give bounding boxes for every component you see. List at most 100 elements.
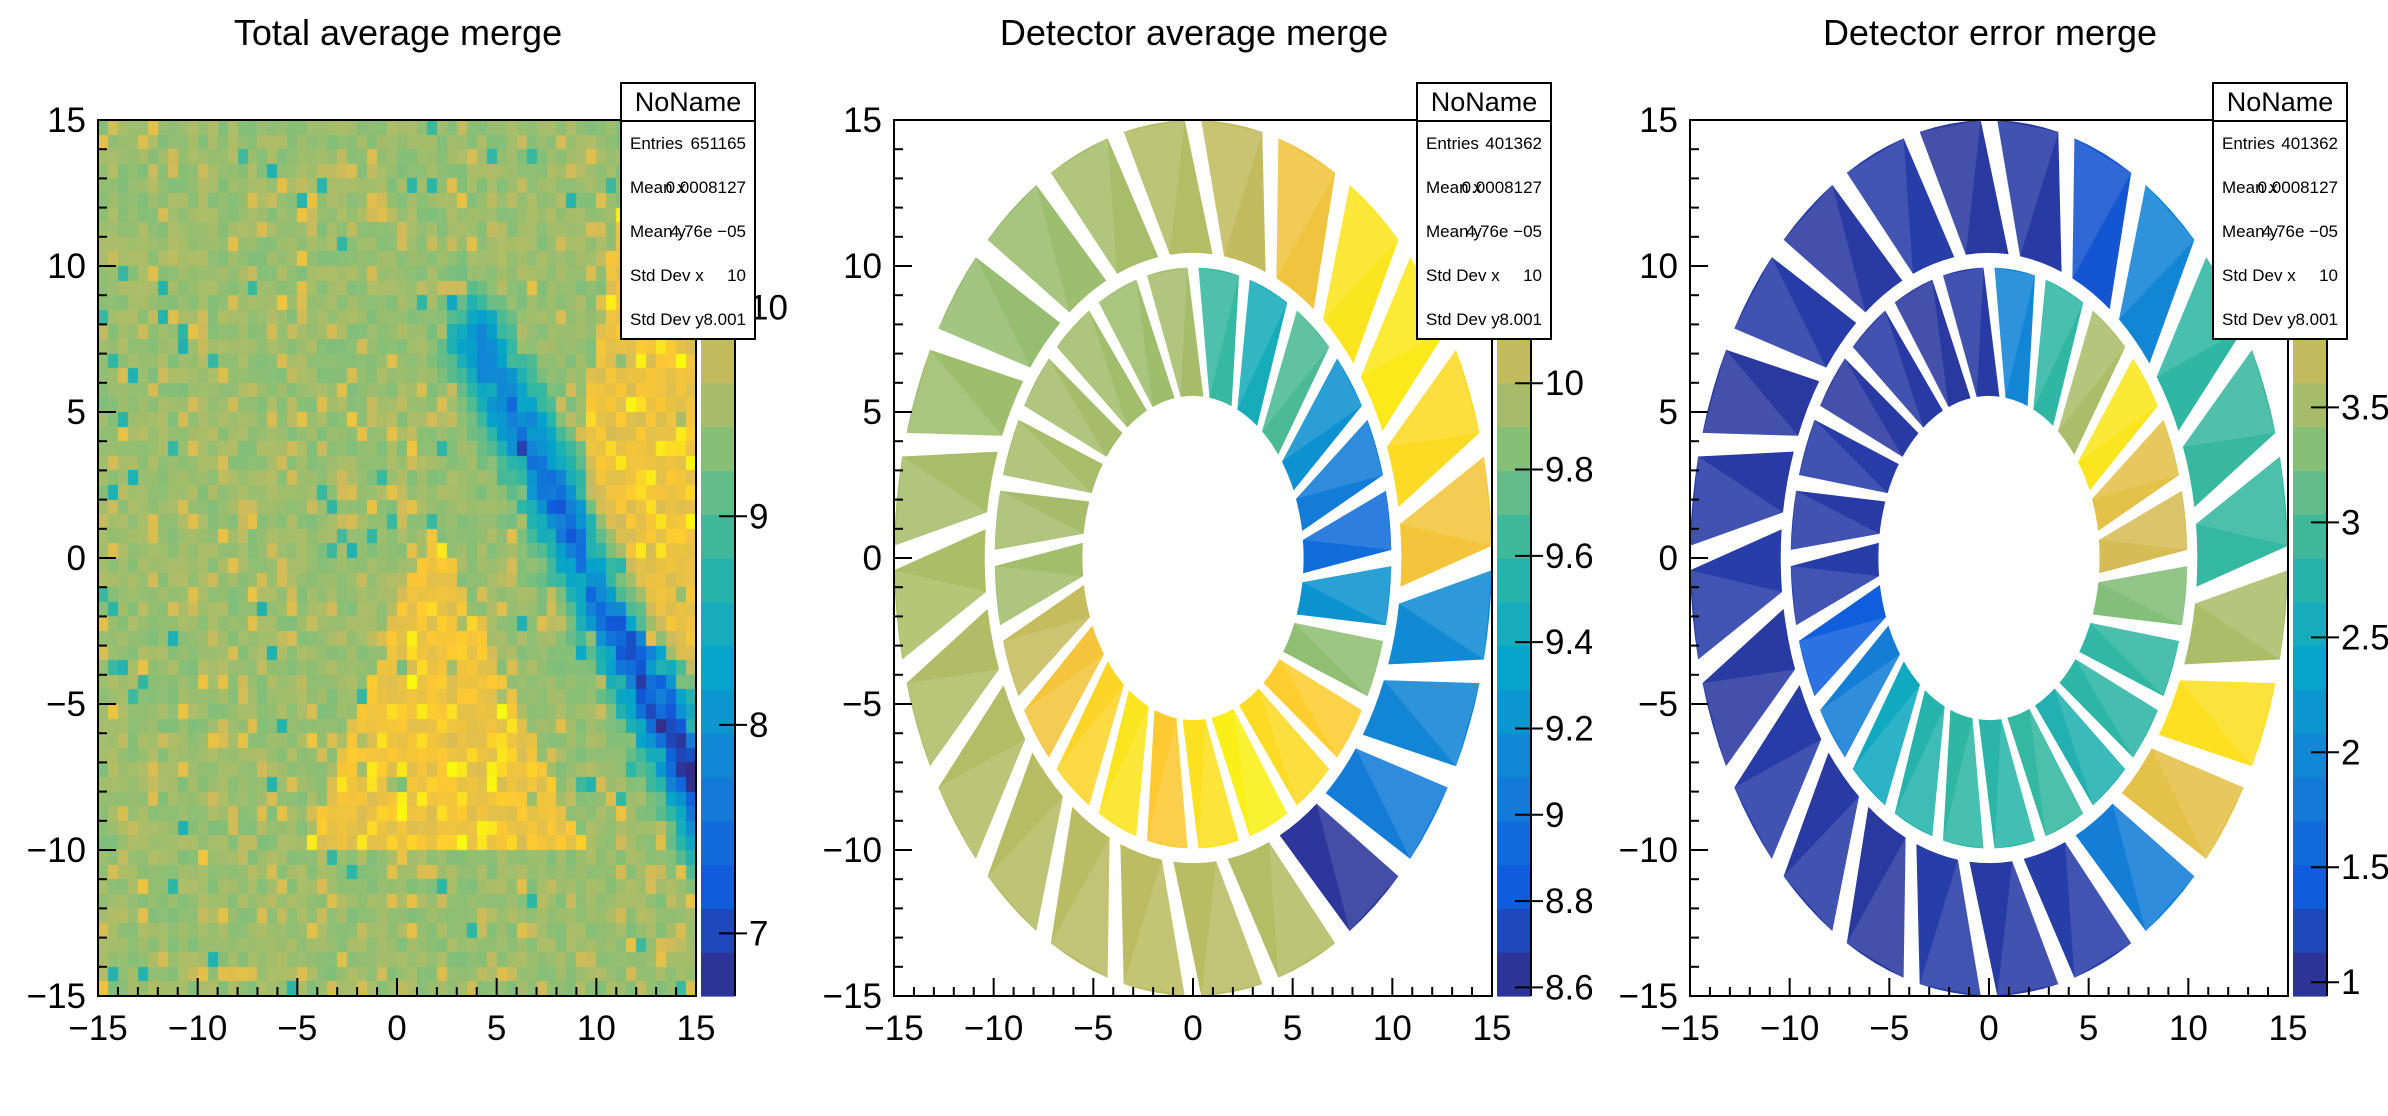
colorbar-tick-label: 8 [749, 706, 768, 745]
wedge-facet-highlight [1056, 684, 1124, 806]
colorbar-segment [1497, 733, 1531, 778]
colorbar-segment [1497, 470, 1531, 515]
colorbar-segment [701, 514, 735, 559]
detector-wedge [1798, 419, 1899, 494]
detector-wedge [1894, 279, 1971, 408]
wedge-facet-highlight [1024, 654, 1104, 758]
colorbar-segment [2293, 601, 2327, 647]
wedge-facet-highlight [1269, 842, 1336, 978]
detector-wedge [2098, 490, 2188, 574]
y-tick-label: 10 [843, 247, 882, 286]
stats-row: Mean y 4.76e −05 [2214, 210, 2346, 254]
stats-value: 4.76e −05 [1465, 222, 1542, 241]
detector-wedge [994, 542, 1084, 626]
x-tick-label: −10 [964, 1009, 1023, 1048]
detector-wedge [1852, 661, 1920, 806]
detector-wedge-plot: 1 1.5 2 2.5 3 3.5 −15 −10 −5 0 5 10 15 −15 −10 −5 0 5 10 15 [1619, 101, 2388, 1048]
colorbar-tick-label: 9.2 [1545, 709, 1592, 748]
stats-label: Std Dev x [2222, 266, 2296, 285]
stats-box[interactable]: NoName Entries 651165 Mean x 0.0008127 Mean … [620, 82, 756, 340]
wedge-facet-highlight [1702, 349, 1799, 436]
detector-wedge [2033, 279, 2084, 426]
stats-box[interactable]: NoName Entries 401362 Mean x 0.0008127 Mean … [2212, 82, 2348, 340]
wedge-facet-highlight [1994, 719, 2035, 849]
x-tick-label: −15 [68, 1009, 127, 1048]
wedge-facet-highlight [1316, 803, 1399, 932]
stats-row: Std Dev x 10 [1418, 254, 1550, 298]
wedge-facet-highlight [1734, 739, 1822, 859]
wedge-facet-highlight [1050, 138, 1117, 274]
x-tick-label: 10 [1373, 1009, 1412, 1048]
detector-wedge [2058, 310, 2126, 455]
detector-wedge [1690, 451, 1794, 546]
colorbar-segment [1497, 426, 1531, 471]
stats-label: Std Dev x [630, 266, 704, 285]
stats-box[interactable]: NoName Entries 401362 Mean x 0.0008127 Mean … [1416, 82, 1552, 340]
colorbar-segment [1497, 864, 1531, 909]
detector-wedge [1852, 310, 1943, 428]
colorbar-tick-label: 1.5 [2341, 848, 2388, 887]
colorbar-segment [2293, 689, 2327, 734]
y-tick-label: 5 [863, 393, 882, 432]
detector-wedge [906, 608, 1000, 767]
detector-wedge [1276, 138, 1336, 310]
wedge-facet-highlight [1820, 654, 1900, 758]
colorbar-tick-label: 3 [2341, 503, 2360, 542]
x-tick-label: 0 [1183, 1009, 1202, 1048]
colorbar-segment [701, 645, 735, 690]
x-tick-label: 15 [2269, 1009, 2308, 1048]
wedge-facet-highlight [1296, 419, 1384, 499]
wedge-facet-highlight [2075, 659, 2158, 758]
wedge-facet-highlight [1147, 267, 1188, 397]
wedge-facet-highlight [1790, 490, 1880, 550]
colorbar-tick-label: 1 [2341, 963, 2360, 1002]
wedge-facet-highlight [1123, 859, 1185, 996]
stats-label: Entries [1426, 134, 1479, 153]
detector-wedge [906, 349, 1024, 436]
wedge-facet-highlight [894, 456, 987, 546]
wedge-facet-highlight [1919, 120, 1981, 255]
stats-value: 10 [2319, 266, 2338, 285]
wedge-facet-highlight [1690, 456, 1783, 546]
detector-wedge [1798, 585, 1886, 697]
detector-wedge [1783, 184, 1903, 313]
colorbar-segment [2293, 382, 2327, 428]
x-tick-label: −15 [1660, 1009, 1719, 1048]
stats-row: Mean x 0.0008127 [2214, 166, 2346, 210]
stats-value: 0.0008127 [665, 178, 746, 197]
stats-row: Std Dev y 8.001 [622, 298, 754, 342]
detector-wedge [1123, 120, 1213, 255]
stats-row: Mean y 4.76e −05 [1418, 210, 1550, 254]
stats-row: Mean x 0.0008127 [622, 166, 754, 210]
detector-wedge [1262, 310, 1330, 455]
wedge-facet-highlight [1894, 279, 1949, 408]
wedge-facet-highlight [1258, 688, 1330, 806]
wedge-facet-highlight [1798, 617, 1886, 697]
wedge-facet-highlight [906, 349, 1003, 436]
detector-wedge [1919, 120, 2009, 255]
stats-box-title: NoName [622, 84, 754, 122]
wedge-facet-highlight [1943, 267, 1984, 397]
stats-value: 8.001 [703, 310, 746, 329]
pad-total-average: Total average merge 7 8 9 10 −15 −10 −5 0 5 10 15 −… [0, 0, 796, 1116]
wedge-facet-highlight [1852, 684, 1920, 806]
colorbar-tick-label: 9.6 [1545, 537, 1592, 576]
colorbar-tick-label: 7 [749, 914, 768, 953]
x-tick-label: 5 [2079, 1009, 2098, 1048]
detector-wedge [1182, 719, 1239, 849]
pad-detector-error: Detector error merge 1 1.5 2 2.5 3 3.5 −15 −10 −… [1592, 0, 2388, 1116]
detector-wedge [1400, 456, 1492, 587]
detector-wedge [1002, 585, 1090, 697]
y-tick-label: −5 [842, 685, 882, 724]
detector-wedge [2078, 358, 2158, 491]
detector-wedge [1846, 806, 1906, 978]
wedge-facet-highlight [2112, 803, 2195, 932]
wedge-facet-highlight [1894, 706, 1945, 837]
stats-rows: Entries 401362 Mean x 0.0008127 Mean y 4.76e … [1418, 122, 1550, 338]
detector-wedge [2075, 803, 2195, 932]
x-tick-label: 15 [677, 1009, 716, 1048]
stats-label: Mean y [630, 222, 686, 241]
wedge-facet-highlight [1783, 184, 1866, 313]
detector-wedge [2184, 570, 2288, 665]
detector-wedge [1098, 690, 1149, 837]
